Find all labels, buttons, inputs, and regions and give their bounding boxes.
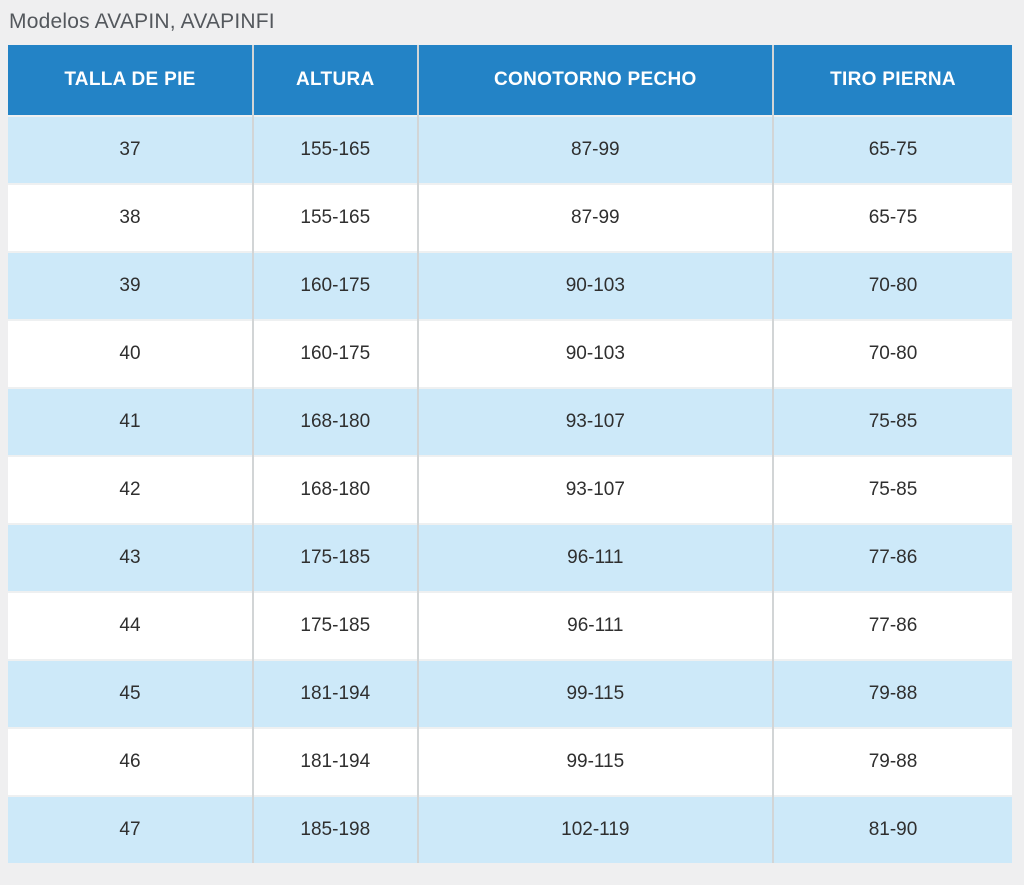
table-cell: 38 xyxy=(8,183,253,252)
column-header: TALLA DE PIE xyxy=(8,45,253,116)
table-cell: 99-115 xyxy=(416,727,774,796)
table-row: 38 155-165 87-99 65-75 xyxy=(8,183,1012,252)
table-cell: 70-80 xyxy=(772,251,1012,320)
table-cell: 160-175 xyxy=(251,319,418,388)
table-cell: 46 xyxy=(8,727,253,796)
column-header: TIRO PIERNA xyxy=(772,45,1012,116)
table-cell: 155-165 xyxy=(251,115,418,184)
table-cell: 81-90 xyxy=(772,795,1012,863)
table-row: 41 168-180 93-107 75-85 xyxy=(8,387,1012,456)
table-header: TALLA DE PIE ALTURA CONOTORNO PECHO TIRO PI… xyxy=(8,45,1012,116)
table-cell: 79-88 xyxy=(772,727,1012,796)
table-cell: 77-86 xyxy=(772,591,1012,660)
table-cell: 102-119 xyxy=(416,795,774,863)
table-cell: 87-99 xyxy=(416,115,774,184)
table-cell: 70-80 xyxy=(772,319,1012,388)
table-row: 46 181-194 99-115 79-88 xyxy=(8,727,1012,796)
table-cell: 65-75 xyxy=(772,115,1012,184)
size-chart-table: TALLA DE PIE ALTURA CONOTORNO PECHO TIRO PI… xyxy=(8,45,1012,863)
table-row: 37 155-165 87-99 65-75 xyxy=(8,115,1012,184)
table-cell: 96-111 xyxy=(416,591,774,660)
table-cell: 181-194 xyxy=(251,659,418,728)
table-cell: 39 xyxy=(8,251,253,320)
table-cell: 65-75 xyxy=(772,183,1012,252)
table-cell: 168-180 xyxy=(251,455,418,524)
table-cell: 181-194 xyxy=(251,727,418,796)
table-cell: 77-86 xyxy=(772,523,1012,592)
table-cell: 155-165 xyxy=(251,183,418,252)
table-cell: 75-85 xyxy=(772,387,1012,456)
table-row: 42 168-180 93-107 75-85 xyxy=(8,455,1012,524)
table-cell: 175-185 xyxy=(251,523,418,592)
table-header-row: TALLA DE PIE ALTURA CONOTORNO PECHO TIRO PI… xyxy=(8,45,1012,116)
table-cell: 93-107 xyxy=(416,455,774,524)
table-cell: 93-107 xyxy=(416,387,774,456)
table-row: 44 175-185 96-111 77-86 xyxy=(8,591,1012,660)
table-cell: 43 xyxy=(8,523,253,592)
column-header: ALTURA xyxy=(251,45,418,116)
table-cell: 90-103 xyxy=(416,319,774,388)
table-cell: 175-185 xyxy=(251,591,418,660)
table-cell: 185-198 xyxy=(251,795,418,863)
table-cell: 45 xyxy=(8,659,253,728)
table-cell: 90-103 xyxy=(416,251,774,320)
table-cell: 79-88 xyxy=(772,659,1012,728)
table-cell: 40 xyxy=(8,319,253,388)
table-cell: 168-180 xyxy=(251,387,418,456)
table-cell: 41 xyxy=(8,387,253,456)
table-row: 43 175-185 96-111 77-86 xyxy=(8,523,1012,592)
table-cell: 37 xyxy=(8,115,253,184)
column-header: CONOTORNO PECHO xyxy=(416,45,774,116)
page-title: Modelos AVAPIN, AVAPINFI xyxy=(9,10,275,33)
table-cell: 75-85 xyxy=(772,455,1012,524)
table-cell: 47 xyxy=(8,795,253,863)
table-body: 37 155-165 87-99 65-75 38 155-165 87-99 65-75 39… xyxy=(8,115,1012,863)
table-cell: 42 xyxy=(8,455,253,524)
table-row: 47 185-198 102-119 81-90 xyxy=(8,795,1012,863)
table-row: 40 160-175 90-103 70-80 xyxy=(8,319,1012,388)
table-row: 39 160-175 90-103 70-80 xyxy=(8,251,1012,320)
table-cell: 87-99 xyxy=(416,183,774,252)
table-cell: 160-175 xyxy=(251,251,418,320)
table-cell: 96-111 xyxy=(416,523,774,592)
table-cell: 44 xyxy=(8,591,253,660)
table-row: 45 181-194 99-115 79-88 xyxy=(8,659,1012,728)
table-cell: 99-115 xyxy=(416,659,774,728)
